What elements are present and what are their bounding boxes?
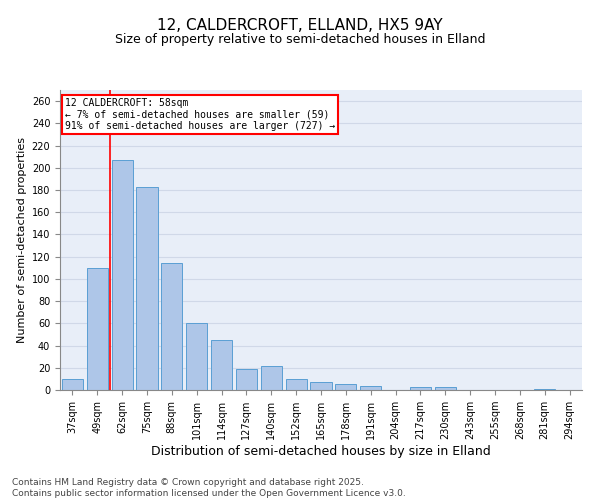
Bar [62,379,83,390]
Bar [335,384,356,390]
Bar [236,369,257,390]
Bar [286,379,307,390]
Bar [360,386,381,390]
Bar [261,366,282,390]
X-axis label: Distribution of semi-detached houses by size in Elland: Distribution of semi-detached houses by … [151,445,491,458]
Bar [112,160,133,390]
Bar [211,340,232,390]
Bar [136,186,158,390]
Bar [534,389,555,390]
Bar [87,268,108,390]
Text: Contains HM Land Registry data © Crown copyright and database right 2025.
Contai: Contains HM Land Registry data © Crown c… [12,478,406,498]
Bar [186,324,207,390]
Bar [310,382,332,390]
Y-axis label: Number of semi-detached properties: Number of semi-detached properties [17,137,28,343]
Bar [410,386,431,390]
Text: 12, CALDERCROFT, ELLAND, HX5 9AY: 12, CALDERCROFT, ELLAND, HX5 9AY [157,18,443,32]
Bar [435,386,456,390]
Text: Size of property relative to semi-detached houses in Elland: Size of property relative to semi-detach… [115,32,485,46]
Text: 12 CALDERCROFT: 58sqm
← 7% of semi-detached houses are smaller (59)
91% of semi-: 12 CALDERCROFT: 58sqm ← 7% of semi-detac… [65,98,335,130]
Bar [161,264,182,390]
